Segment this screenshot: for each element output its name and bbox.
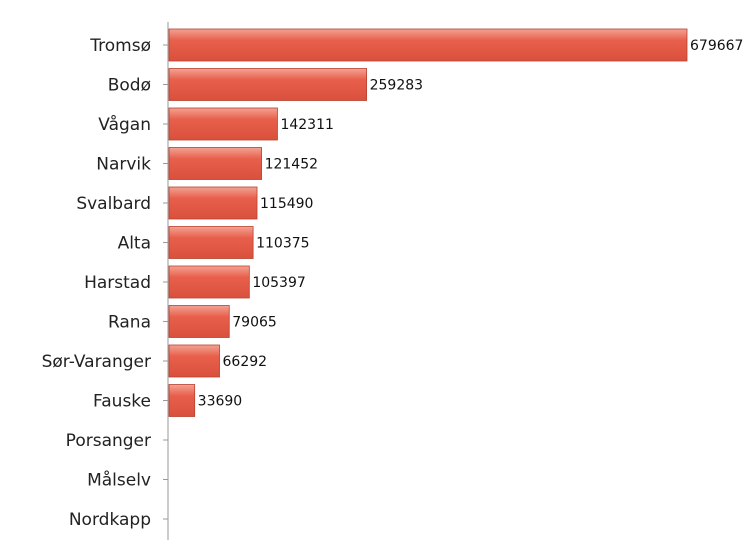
- bar: [168, 107, 278, 141]
- category-label: Sør-Varanger: [42, 352, 151, 372]
- category-label: Porsanger: [66, 431, 151, 451]
- value-label: 115490: [260, 196, 313, 212]
- category-label: Målselv: [87, 470, 151, 491]
- value-label: 679667: [690, 38, 743, 54]
- bar: [168, 147, 262, 180]
- bar: [168, 384, 196, 417]
- category-label: Nordkapp: [69, 510, 151, 530]
- category-label: Tromsø: [89, 36, 151, 56]
- value-label: 110375: [256, 236, 309, 252]
- category-label: Fauske: [93, 392, 151, 412]
- value-label: 121452: [265, 157, 318, 173]
- bar: [168, 68, 368, 101]
- category-label: Harstad: [84, 273, 151, 293]
- bars-layer: [168, 28, 688, 417]
- value-label: 66292: [223, 354, 268, 370]
- bar: [168, 186, 258, 220]
- bar: [168, 28, 688, 62]
- y-axis: [163, 22, 169, 540]
- value-label: 259283: [370, 78, 423, 94]
- category-label: Rana: [108, 313, 151, 333]
- category-label: Alta: [118, 234, 151, 254]
- value-label: 142311: [280, 117, 333, 133]
- bar: [168, 265, 250, 299]
- category-label: Bodø: [108, 76, 151, 96]
- bar: [168, 344, 220, 378]
- category-label: Narvik: [96, 155, 151, 175]
- category-label: Vågan: [98, 114, 151, 135]
- value-label: 79065: [232, 315, 277, 331]
- value-label: 105397: [252, 275, 305, 291]
- bar: [168, 305, 230, 338]
- category-label: Svalbard: [76, 194, 151, 214]
- bar: [168, 226, 254, 259]
- labels-layer: Tromsø 679667 Bodø 259283 Vågan 142311 Narvik 1…: [42, 36, 744, 530]
- value-label: 33690: [198, 394, 243, 410]
